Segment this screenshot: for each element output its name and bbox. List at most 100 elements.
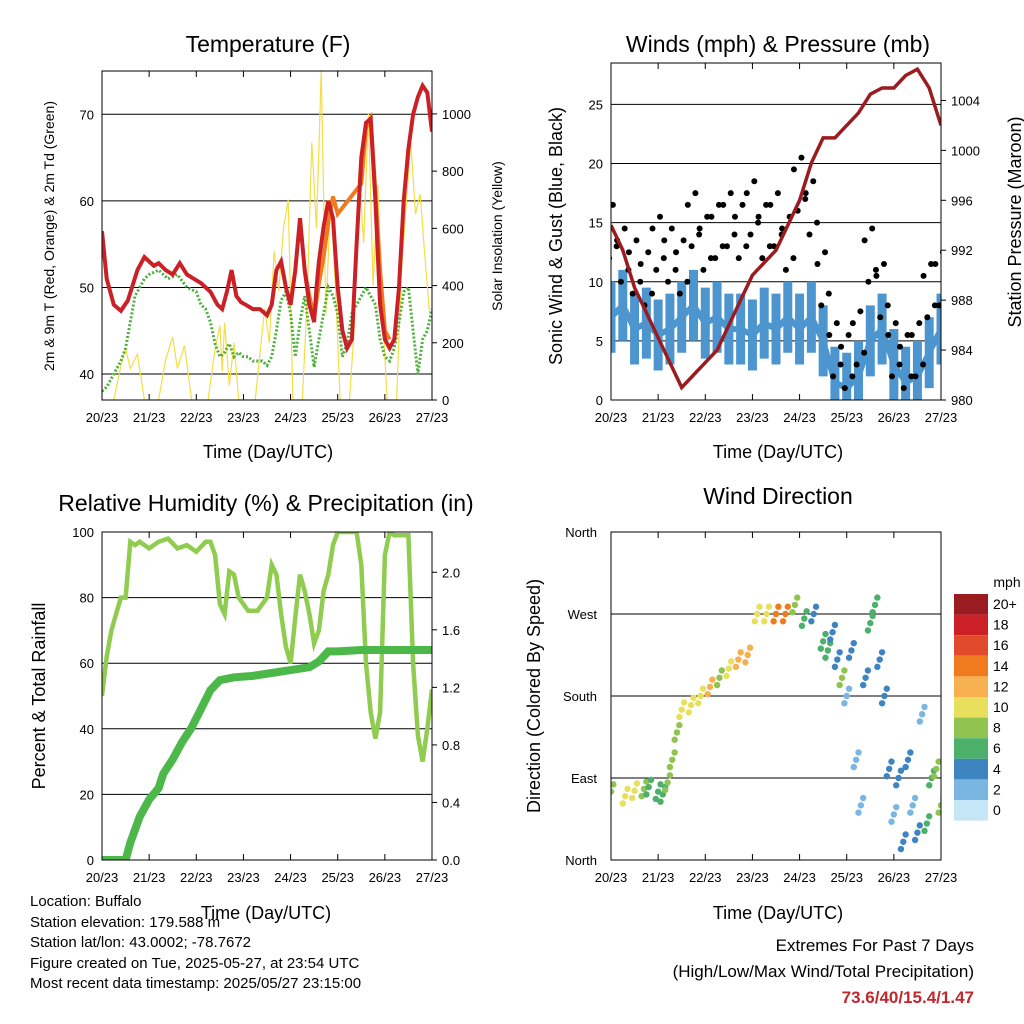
- direction-point: [916, 718, 923, 725]
- direction-point: [864, 667, 872, 674]
- gust-point: [814, 219, 821, 226]
- gust-point: [822, 249, 829, 256]
- gust-point: [696, 231, 703, 238]
- gust-point: [735, 255, 742, 262]
- gust-point: [661, 237, 668, 244]
- direction-point: [621, 793, 629, 800]
- direction-point: [803, 608, 810, 615]
- direction-point: [695, 700, 702, 707]
- x-tick-label: 21/23: [133, 870, 166, 885]
- direction-point: [850, 763, 857, 771]
- direction-point: [742, 659, 749, 666]
- direction-point: [874, 594, 881, 601]
- gust-point: [932, 261, 939, 268]
- legend-swatch: [954, 676, 988, 697]
- extremes-title: Extremes For Past 7 Days: [775, 936, 974, 955]
- gust-point: [845, 331, 852, 338]
- direction-point: [685, 709, 692, 716]
- x-tick-label: 22/23: [689, 870, 722, 885]
- gust-point: [814, 261, 821, 268]
- gust-point: [731, 213, 738, 220]
- x-tick-label: 25/23: [830, 410, 863, 425]
- direction-point: [921, 703, 928, 711]
- gust-point: [849, 373, 856, 380]
- x-tick-label: 20/23: [86, 870, 119, 885]
- data-layer: [102, 71, 432, 400]
- gust-point: [912, 373, 919, 380]
- direction-point: [624, 785, 631, 793]
- direction-point: [933, 765, 940, 773]
- direction-point: [763, 610, 770, 618]
- x-tick-label: 20/23: [86, 410, 119, 425]
- direction-point: [918, 711, 926, 718]
- direction-point: [878, 700, 886, 707]
- direction-point: [817, 645, 824, 652]
- direction-point: [669, 756, 676, 763]
- direction-point: [838, 674, 846, 681]
- direction-point: [841, 700, 848, 707]
- direction-point: [687, 701, 695, 709]
- gust-point: [649, 290, 656, 297]
- direction-point: [883, 772, 890, 780]
- y-tick-label: 20: [589, 157, 603, 172]
- wind-series: [611, 300, 941, 392]
- gust-point: [928, 261, 935, 268]
- direction-point: [812, 603, 820, 610]
- direction-point: [676, 713, 683, 721]
- gust-point: [707, 255, 714, 262]
- gust-point: [802, 195, 809, 202]
- gust-point: [872, 266, 879, 273]
- pressure-series: [611, 66, 941, 391]
- y2-tick-label: 1004: [951, 93, 980, 108]
- gust-point: [885, 331, 892, 338]
- direction-point: [911, 794, 919, 802]
- x-tick-label: 27/23: [416, 870, 449, 885]
- gust-point: [759, 255, 766, 262]
- x-tick-label: 26/23: [369, 410, 402, 425]
- gust-point: [826, 331, 833, 338]
- x-tick-label: 27/23: [416, 410, 449, 425]
- y-tick-label: 50: [80, 280, 94, 295]
- data-layer: [102, 532, 432, 860]
- gust-point: [621, 225, 628, 232]
- legend-label: 2: [993, 781, 1001, 797]
- x-tick-label: 20/23: [595, 870, 628, 885]
- direction-point: [662, 786, 669, 794]
- humidity-precip-panel: Relative Humidity (%) & Precipitation (i…: [29, 490, 474, 923]
- x-tick-label: 24/23: [274, 870, 307, 885]
- gust-point: [625, 249, 632, 256]
- y2-tick-label: 2.0: [442, 565, 460, 580]
- y-tick-label: East: [571, 771, 597, 786]
- direction-point: [751, 618, 758, 625]
- direction-point: [860, 794, 867, 802]
- gust-point: [747, 231, 754, 238]
- location-text: Location: Buffalo: [30, 893, 142, 910]
- x-tick-label: 22/23: [180, 870, 213, 885]
- direction-point: [836, 681, 843, 689]
- direction-point: [611, 788, 615, 795]
- gust-point: [825, 290, 832, 297]
- gust-point: [613, 243, 620, 250]
- direction-point: [845, 654, 853, 661]
- x-tick-label: 21/23: [133, 410, 166, 425]
- x-tick-label: 23/23: [227, 870, 260, 885]
- gust-point: [696, 225, 703, 232]
- y2-axis-label: Station Pressure (Maroon): [1005, 116, 1024, 327]
- gust-point: [688, 243, 695, 250]
- y-tick-label: South: [563, 689, 597, 704]
- station-info: Location: Buffalo Station elevation: 179…: [30, 892, 361, 995]
- direction-point: [885, 765, 893, 773]
- direction-point: [798, 622, 806, 630]
- legend-label: 6: [993, 740, 1001, 756]
- direction-point: [827, 636, 834, 643]
- gust-point: [637, 278, 644, 285]
- direction-point: [770, 618, 777, 625]
- direction-point: [923, 820, 931, 827]
- x-tick-label: 20/23: [595, 410, 628, 425]
- direction-point: [657, 781, 664, 788]
- gust-point: [884, 302, 891, 309]
- direction-point: [819, 638, 827, 645]
- gust-point: [841, 385, 848, 392]
- direction-point: [937, 802, 941, 809]
- x-tick-label: 25/23: [321, 870, 354, 885]
